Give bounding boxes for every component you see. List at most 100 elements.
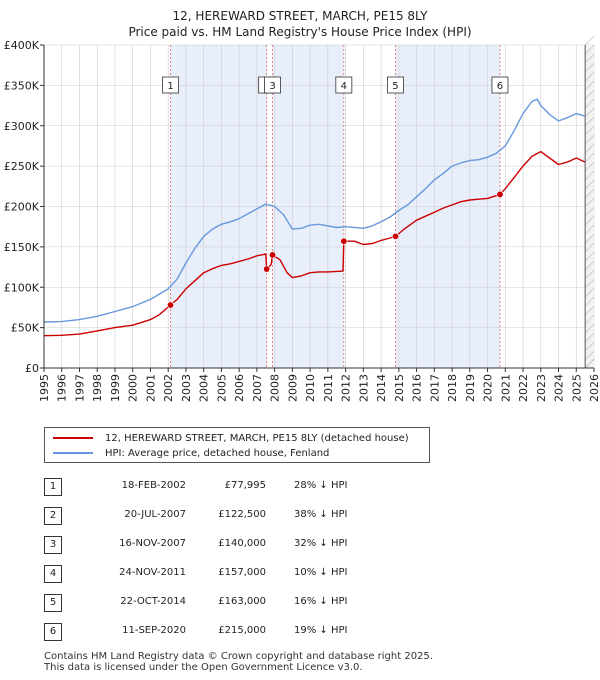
sale-number-badge: 1 xyxy=(44,478,62,496)
y-tick-label: £100K xyxy=(4,281,40,294)
sale-hpi-diff: 28% ↓ HPI xyxy=(294,480,348,491)
x-tick-label: 2020 xyxy=(482,374,495,402)
sale-number-box xyxy=(264,76,281,94)
x-tick-label: 2000 xyxy=(127,374,140,402)
future-hatch xyxy=(584,287,595,298)
future-hatch xyxy=(584,233,595,244)
future-hatch xyxy=(584,269,595,280)
sale-number-label: 3 xyxy=(269,81,275,92)
future-hatch xyxy=(584,206,595,217)
sale-point xyxy=(391,232,399,240)
table-row: 6 11-SEP-2020 £215,000 19% ↓ HPI xyxy=(44,623,404,641)
x-tick-label: 2002 xyxy=(162,374,175,402)
sale-number-box xyxy=(387,76,404,94)
future-hatch xyxy=(584,251,595,262)
sale-point xyxy=(263,265,271,273)
future-hatch xyxy=(584,152,595,163)
future-hatch xyxy=(584,188,595,199)
future-hatch xyxy=(584,197,595,208)
sale-price: £163,000 xyxy=(218,596,266,607)
x-tick-label: 2018 xyxy=(446,374,459,402)
future-hatch xyxy=(584,215,595,226)
future-hatch xyxy=(584,134,595,145)
chart-subtitle: Price paid vs. HM Land Registry's House … xyxy=(128,25,472,39)
x-tick-label: 2016 xyxy=(411,374,424,402)
future-hatch xyxy=(584,242,595,253)
x-tick-label: 2019 xyxy=(464,374,477,402)
x-tick-label: 2024 xyxy=(553,374,566,402)
sale-date: 22-OCT-2014 xyxy=(120,596,186,607)
sale-number-box xyxy=(335,76,353,94)
x-tick-label: 2001 xyxy=(144,374,157,402)
future-hatch xyxy=(584,314,595,325)
future-hatch xyxy=(584,35,595,46)
y-tick-label: £200K xyxy=(4,201,40,214)
sale-date: 11-SEP-2020 xyxy=(122,625,186,636)
sale-number-badge: 5 xyxy=(44,594,62,612)
legend-swatch-property xyxy=(53,437,93,439)
x-tick-label: 2011 xyxy=(322,374,335,402)
x-tick-label: 2014 xyxy=(375,374,388,402)
future-hatch xyxy=(584,44,595,55)
y-tick-label: £150K xyxy=(4,241,40,254)
sale-hpi-diff: 16% ↓ HPI xyxy=(294,596,348,607)
future-hatch xyxy=(584,296,595,307)
x-tick-label: 2026 xyxy=(588,374,600,402)
x-tick-label: 2010 xyxy=(304,374,317,402)
sale-point xyxy=(340,237,348,245)
y-tick-label: £250K xyxy=(4,160,40,173)
future-hatch xyxy=(584,89,595,100)
footer-attribution: Contains HM Land Registry data © Crown c… xyxy=(44,651,433,673)
future-hatch xyxy=(584,179,595,190)
x-tick-label: 2007 xyxy=(251,374,264,402)
sale-number-badge: 6 xyxy=(44,623,62,641)
sale-date: 20-JUL-2007 xyxy=(124,509,186,520)
x-tick-label: 2025 xyxy=(570,374,583,402)
sale-number-box xyxy=(491,76,509,94)
future-hatch xyxy=(584,332,595,343)
x-tick-label: 2013 xyxy=(357,374,370,402)
sale-point xyxy=(269,251,277,259)
future-hatch xyxy=(584,323,595,334)
future-hatch xyxy=(584,71,595,82)
x-tick-label: 1996 xyxy=(56,374,69,402)
x-tick-label: 1998 xyxy=(91,374,104,402)
future-hatch xyxy=(584,107,595,118)
sale-date: 18-FEB-2002 xyxy=(121,480,186,491)
sale-number-label: 6 xyxy=(497,81,503,92)
legend-label-hpi: HPI: Average price, detached house, Fenl… xyxy=(105,447,330,459)
future-hatch xyxy=(584,161,595,172)
x-tick-label: 2017 xyxy=(428,374,441,402)
sale-number-label: 4 xyxy=(341,81,347,92)
future-hatch xyxy=(584,80,595,91)
sale-price: £122,500 xyxy=(218,509,266,520)
future-hatch xyxy=(584,350,595,361)
future-hatch xyxy=(584,98,595,109)
price-chart: 123456£0£50K£100K£150K£200K£250K£300K£35… xyxy=(4,35,600,402)
x-tick-label: 2021 xyxy=(499,374,512,402)
future-hatch xyxy=(584,62,595,73)
sale-hpi-diff: 32% ↓ HPI xyxy=(294,538,348,549)
future-hatch xyxy=(584,143,595,154)
chart-legend: 12, HEREWARD STREET, MARCH, PE15 8LY (de… xyxy=(44,427,430,463)
x-tick-label: 1999 xyxy=(109,374,122,402)
x-tick-label: 2022 xyxy=(517,374,530,402)
sale-date: 24-NOV-2011 xyxy=(119,567,186,578)
future-hatch xyxy=(584,260,595,271)
sale-point xyxy=(167,301,175,309)
table-row: 2 20-JUL-2007 £122,500 38% ↓ HPI xyxy=(44,507,404,525)
plot-area: 123456£0£50K£100K£150K£200K£250K£300K£35… xyxy=(4,35,600,402)
x-tick-label: 2008 xyxy=(269,374,282,402)
x-tick-label: 2006 xyxy=(233,374,246,402)
legend-item-property: 12, HEREWARD STREET, MARCH, PE15 8LY (de… xyxy=(53,431,409,445)
y-tick-label: £300K xyxy=(4,120,40,133)
x-tick-label: 2003 xyxy=(180,374,193,402)
sale-price: £215,000 xyxy=(218,625,266,636)
future-hatch xyxy=(584,278,595,289)
future-hatch xyxy=(584,305,595,316)
y-tick-label: £0 xyxy=(25,362,39,375)
hpi-series-line xyxy=(43,98,586,323)
sale-number-badge: 4 xyxy=(44,565,62,583)
future-hatch xyxy=(584,125,595,136)
future-hatch xyxy=(584,341,595,352)
